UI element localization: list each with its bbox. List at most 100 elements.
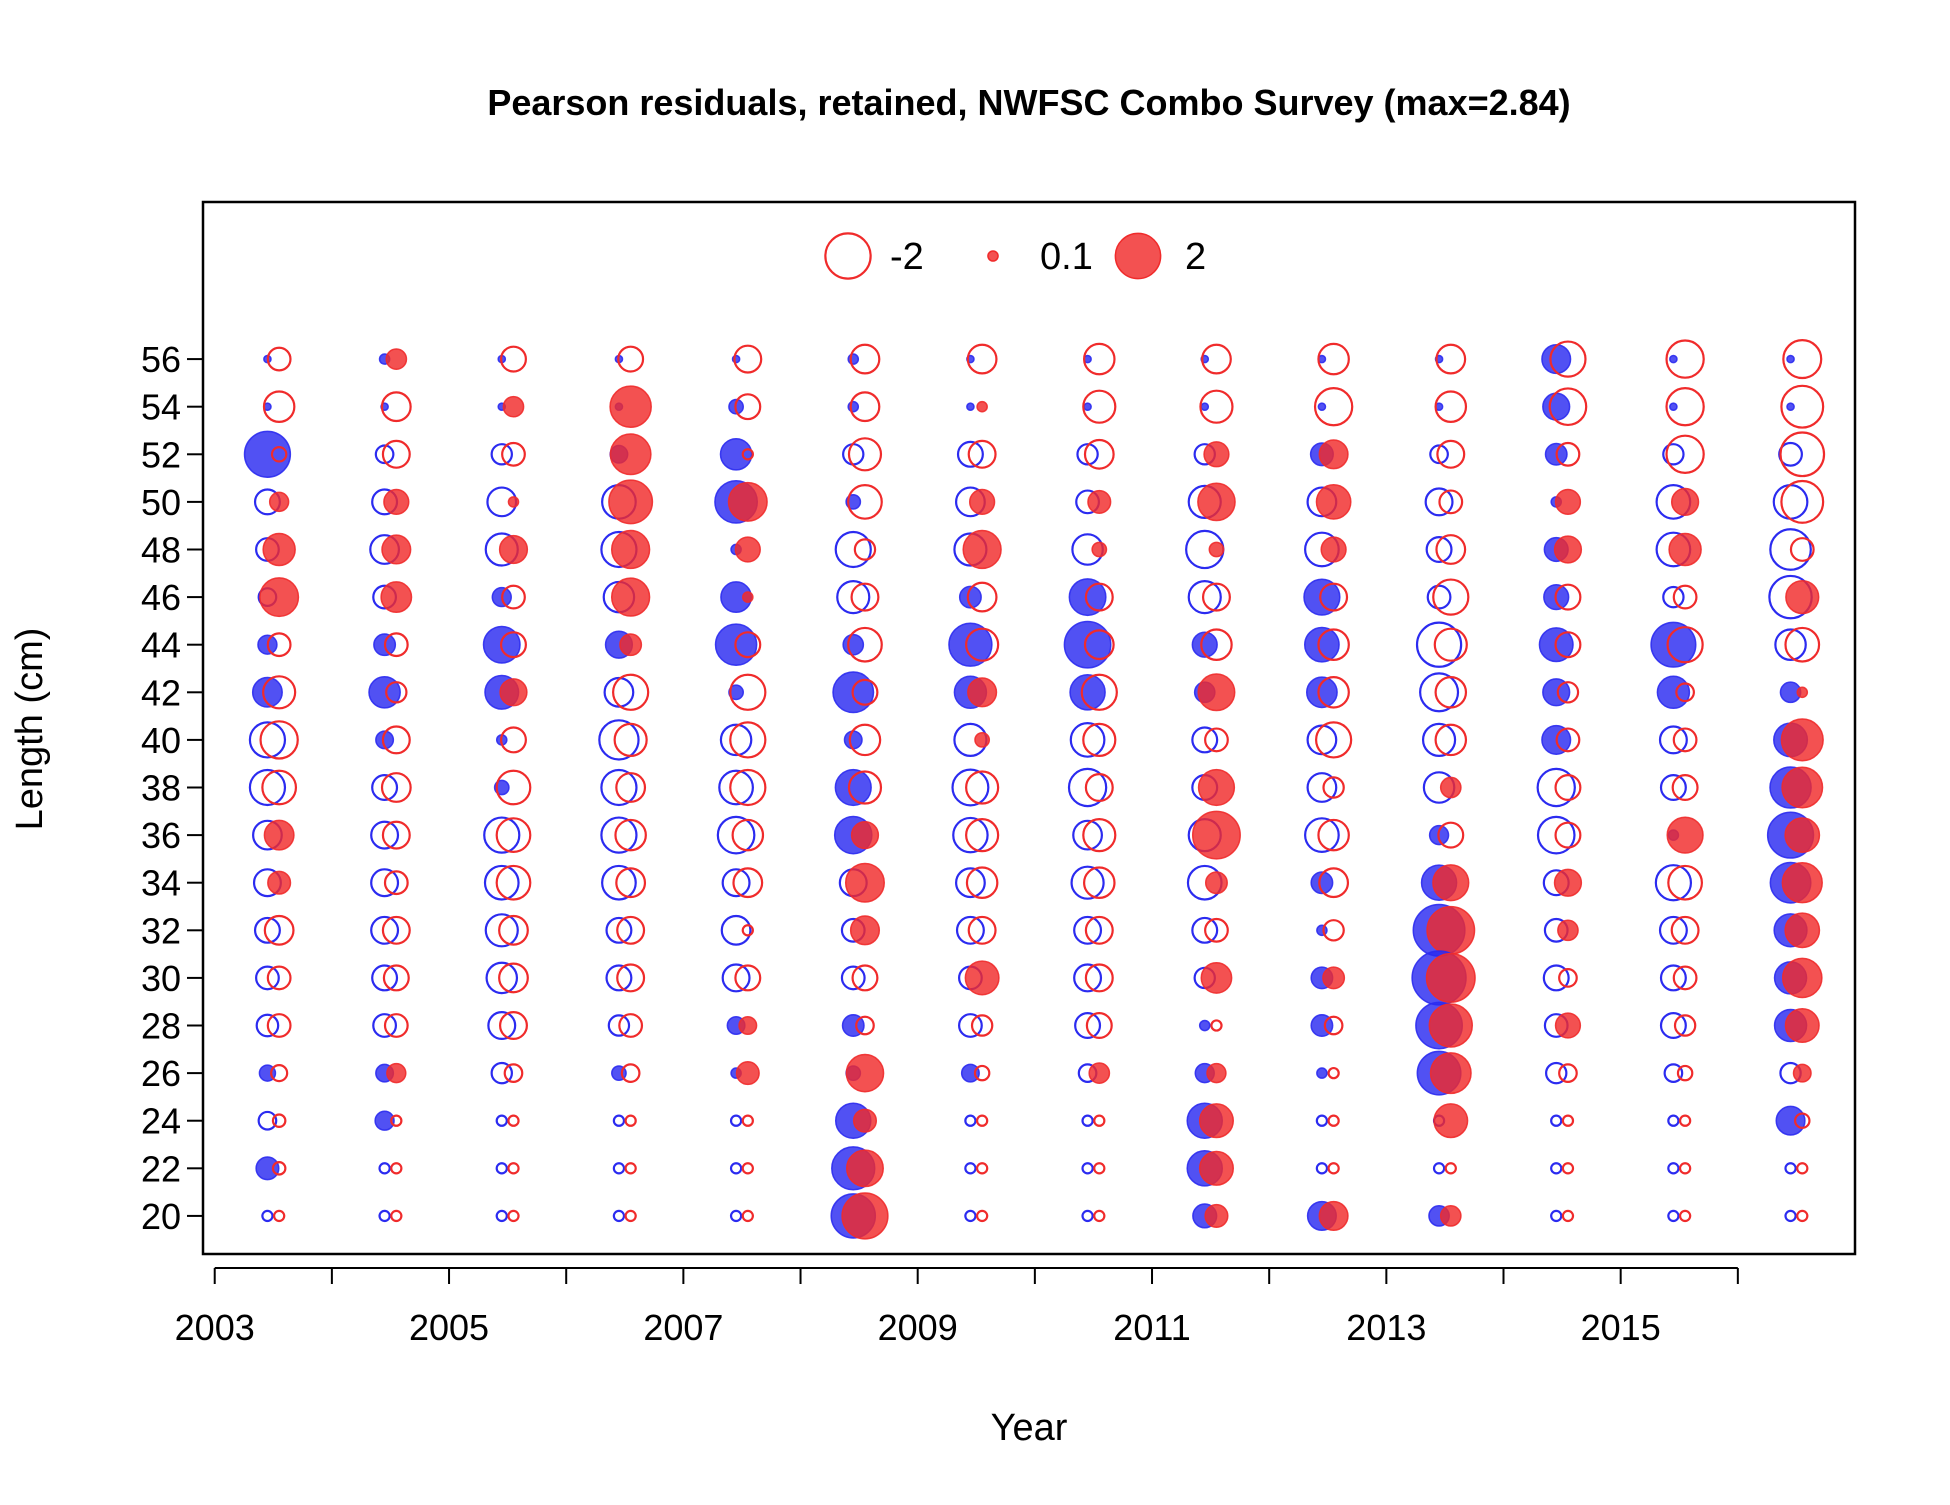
bubble-female xyxy=(483,816,521,854)
legend-label: 0.1 xyxy=(1040,236,1093,278)
bubble-male xyxy=(1082,389,1117,424)
y-axis: 20 22 24 26 28 30 32 34 36 38 40 42 44 46 48 50 52 54 56 xyxy=(141,339,204,1237)
bubble-female xyxy=(1786,354,1795,364)
bubble-male xyxy=(1203,441,1230,468)
bubble-male xyxy=(1796,1209,1809,1223)
bubble-male xyxy=(1317,342,1350,376)
bubble-male xyxy=(262,532,296,567)
bubble-male xyxy=(849,391,881,423)
bubble-female xyxy=(261,1209,274,1223)
bubble-male xyxy=(1204,917,1229,943)
bubble-male xyxy=(1201,343,1232,375)
bubble-male xyxy=(1781,957,1823,999)
bubble-female xyxy=(1669,402,1678,412)
bubble-male xyxy=(1676,1064,1694,1082)
bubble-male xyxy=(1561,1209,1575,1223)
bubble-female xyxy=(964,1209,977,1223)
bubble-male xyxy=(974,731,991,748)
bubble-female xyxy=(729,1209,743,1223)
bubble-male xyxy=(1434,676,1468,709)
bubble-female xyxy=(1316,1067,1328,1079)
bubble-male xyxy=(381,820,411,850)
bubble-male xyxy=(734,393,762,421)
bubble-female xyxy=(1667,1209,1680,1223)
bubble-male xyxy=(1670,487,1700,517)
bubble-male xyxy=(1796,686,1809,699)
bubble-male xyxy=(1438,489,1464,515)
bubble-male xyxy=(1558,1063,1578,1083)
bubble-male xyxy=(965,866,999,899)
bubble-male xyxy=(1792,1063,1812,1083)
y-tick-label: 26 xyxy=(141,1053,181,1094)
bubble-female xyxy=(964,1162,977,1175)
bubble-male xyxy=(1553,535,1583,564)
x-axis: 2003 2005 2007 2009 2011 2013 2015 xyxy=(175,1267,1739,1348)
bubble-male xyxy=(270,1064,289,1083)
bubble-male xyxy=(1319,582,1349,612)
bubble-female xyxy=(1667,1162,1680,1175)
bubble-male xyxy=(1434,390,1468,423)
bubble-female xyxy=(378,1162,391,1175)
bubble-female xyxy=(948,622,993,667)
y-tick-label: 28 xyxy=(141,1006,181,1047)
bubble-male xyxy=(1327,1066,1340,1080)
bubble-male xyxy=(1437,821,1465,849)
bubble-female xyxy=(378,1209,391,1223)
bubble-male xyxy=(1083,438,1115,470)
y-tick-label: 50 xyxy=(141,482,181,523)
bubble-female xyxy=(1069,722,1106,758)
bubble-male xyxy=(609,433,652,476)
bubble-male xyxy=(610,529,651,570)
bubble-male xyxy=(1210,1019,1223,1032)
bubble-male xyxy=(1200,628,1233,661)
x-tick-label: 2005 xyxy=(409,1307,489,1348)
bubble-male xyxy=(1555,441,1581,467)
bubble-male xyxy=(731,818,765,852)
bubble-male xyxy=(741,1114,754,1127)
bubble-female xyxy=(845,493,862,510)
y-tick-label: 54 xyxy=(141,387,181,428)
bubble-male xyxy=(1554,583,1582,611)
bubble-male xyxy=(1322,776,1345,799)
bubble-male xyxy=(964,960,1000,996)
bubble-female xyxy=(1072,819,1103,851)
bubble-male xyxy=(845,1149,884,1188)
bubble-male xyxy=(852,1108,878,1133)
bubble-female xyxy=(716,815,756,855)
bubble-male xyxy=(1554,821,1582,849)
bubble-male xyxy=(729,721,767,759)
x-axis-label: Year xyxy=(991,1407,1068,1449)
bubble-female xyxy=(1076,443,1099,466)
bubble-male xyxy=(1794,1112,1811,1129)
bubble-male xyxy=(381,534,412,565)
bubble-male xyxy=(844,862,885,903)
bubble-female xyxy=(243,430,292,478)
bubble-male xyxy=(272,1209,286,1223)
legend-label: 2 xyxy=(1185,236,1206,278)
bubble-female xyxy=(1063,620,1112,669)
y-tick-label: 30 xyxy=(141,958,181,999)
bubble-male xyxy=(975,1209,989,1223)
bubble-male xyxy=(498,1011,528,1040)
bubble-male xyxy=(1322,919,1345,942)
x-tick-label: 2009 xyxy=(878,1307,958,1348)
bubble-male xyxy=(1554,1012,1582,1039)
bubble-male xyxy=(1084,915,1114,945)
bubble-female xyxy=(1667,1114,1680,1127)
bubble-male xyxy=(383,488,410,516)
bubble-male xyxy=(610,577,651,617)
bubble-female xyxy=(1070,865,1105,900)
bubble-male xyxy=(262,675,297,710)
bubble-male xyxy=(1082,722,1117,758)
bubble-male xyxy=(1082,818,1117,853)
bubble-male xyxy=(381,439,411,469)
bubble-female xyxy=(598,719,640,761)
bubble-female xyxy=(958,585,982,609)
bubble-male xyxy=(501,584,526,610)
bubble-female xyxy=(1778,441,1803,467)
legend-bubble xyxy=(1114,232,1162,280)
bubble-female xyxy=(1081,1162,1094,1175)
bubble-female xyxy=(1083,402,1092,412)
bubble-male xyxy=(741,924,754,937)
bubble-male xyxy=(1432,578,1470,616)
